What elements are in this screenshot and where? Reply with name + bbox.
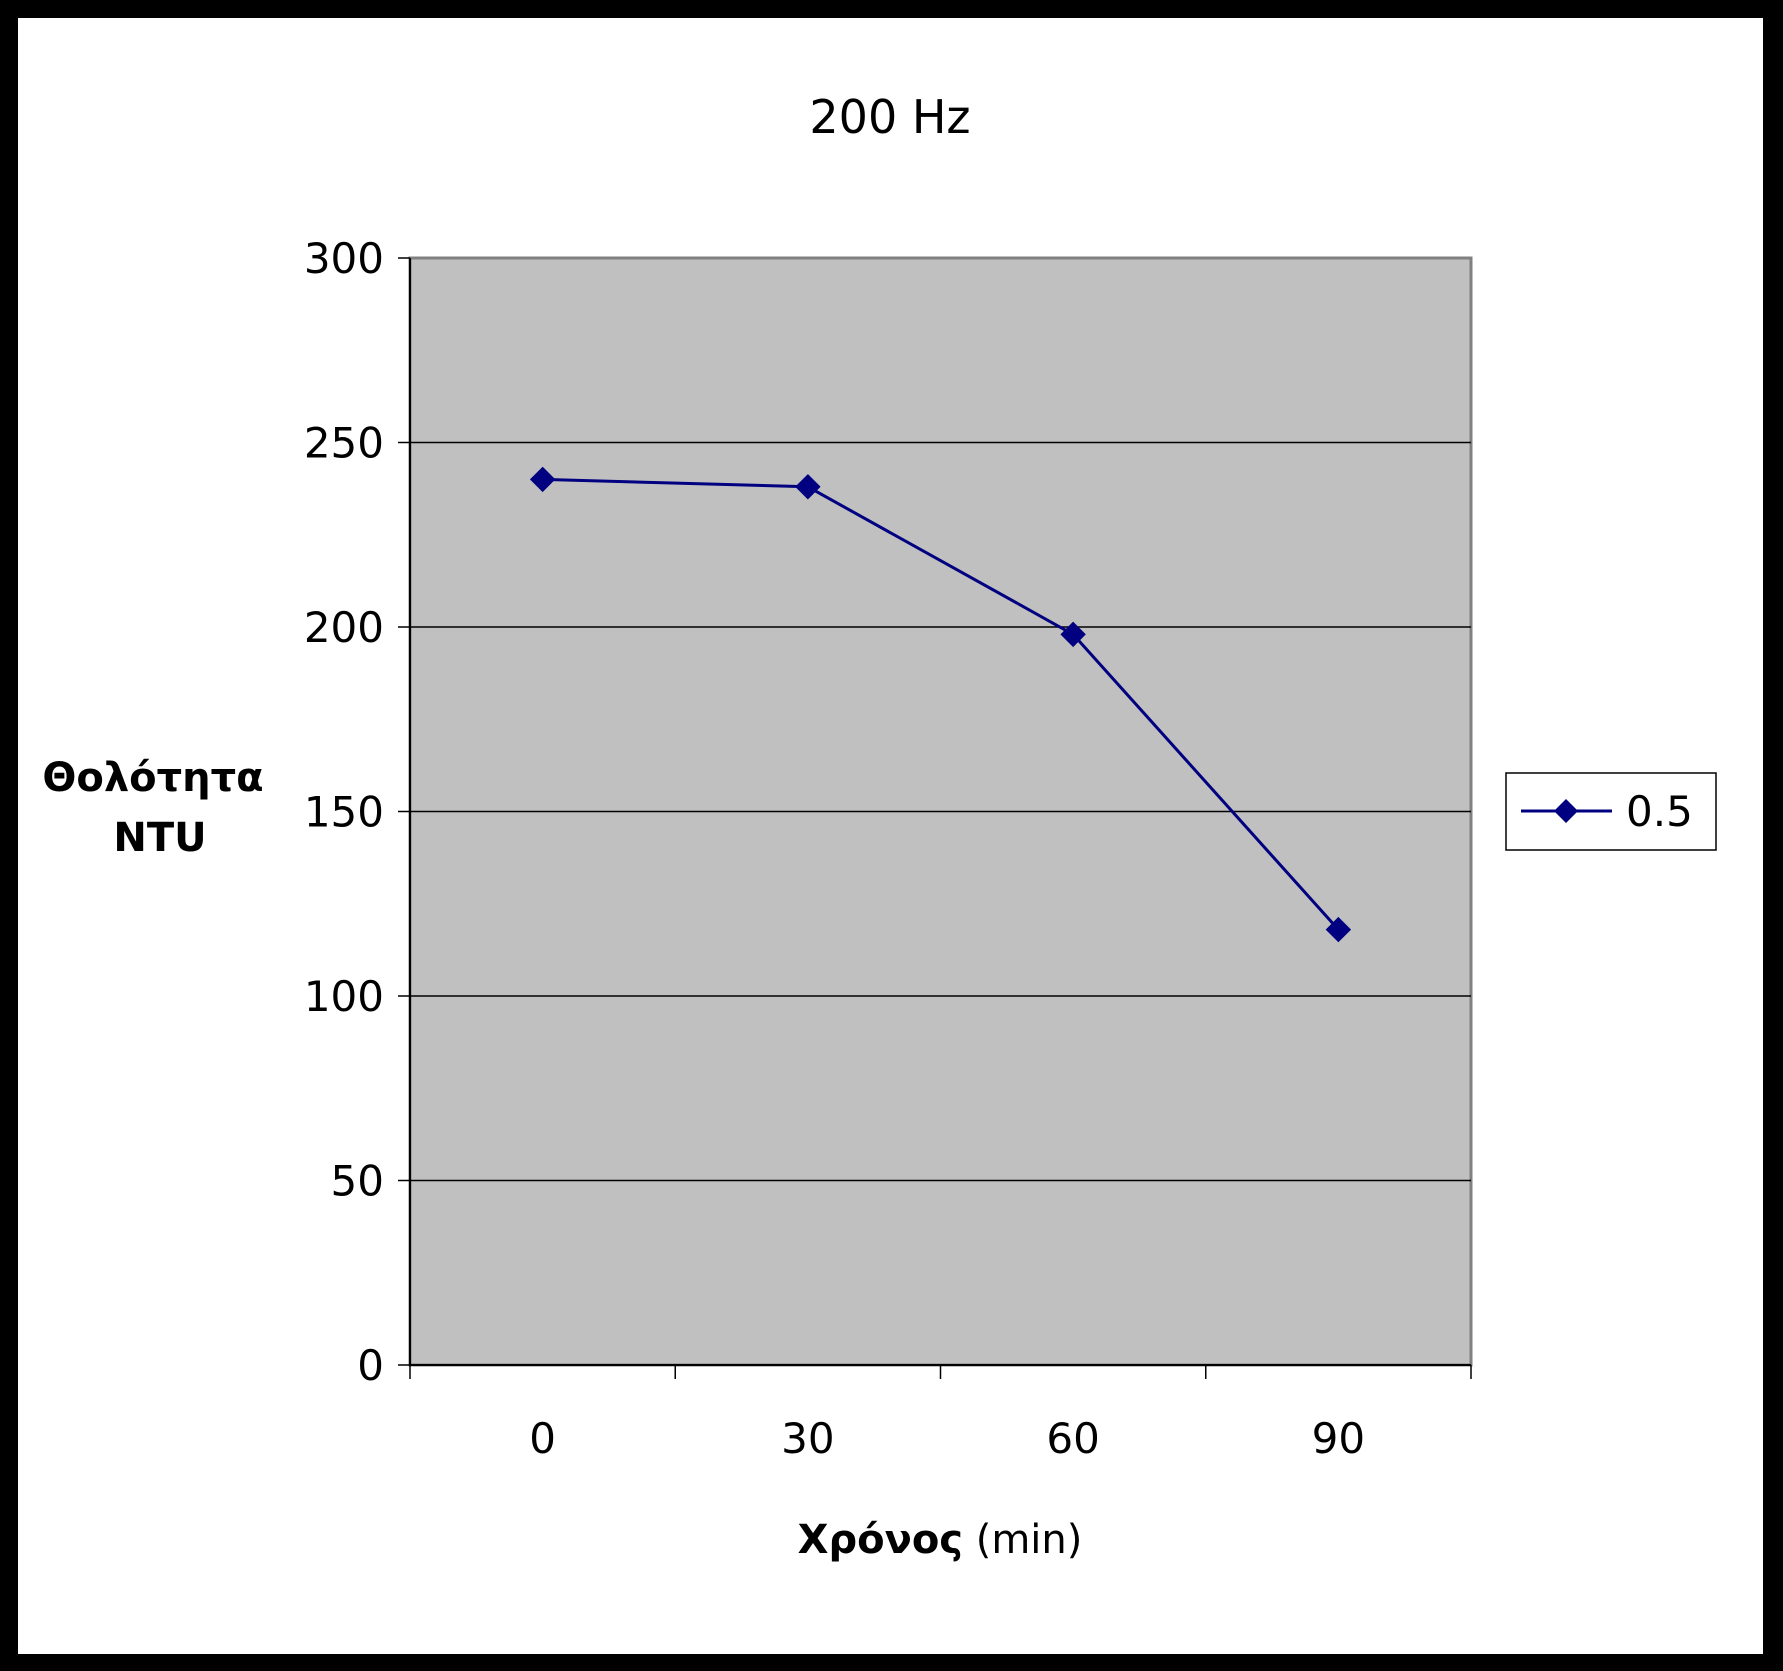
data-point-marker <box>1060 621 1086 648</box>
gridlines <box>410 441 1471 1182</box>
y-axis-title-line-2: NTU <box>113 815 206 861</box>
legend: 0.5 <box>1505 772 1717 851</box>
chart-title: 200 Hz <box>809 90 970 144</box>
x-tick-label: 30 <box>781 1414 834 1463</box>
x-axis-title-main: Χρόνος <box>798 1517 963 1563</box>
y-tick-label: 200 <box>304 603 384 652</box>
y-tick-label: 50 <box>331 1157 384 1206</box>
legend-marker-diamond <box>1554 799 1578 823</box>
x-axis: 0 30 60 90 <box>409 1364 1472 1463</box>
y-axis: 0 50 100 150 200 250 300 <box>304 234 411 1390</box>
y-tick-label: 0 <box>357 1341 384 1390</box>
data-point-marker <box>1325 916 1352 943</box>
y-tick-label: 250 <box>304 419 384 468</box>
series-layer <box>529 466 1352 943</box>
y-tick-label: 100 <box>304 972 384 1021</box>
x-tick-label: 0 <box>529 1414 556 1463</box>
line-chart: 200 Hz 0 50 100 150 200 250 300 0 30 60 90 Θολότη… <box>42 90 1717 1563</box>
legend-label: 0.5 <box>1626 787 1693 836</box>
y-tick-label: 150 <box>304 788 384 837</box>
x-axis-title: Χρόνος (min) <box>798 1517 1083 1563</box>
x-tick-label: 90 <box>1312 1414 1365 1463</box>
x-axis-title-unit: (min) <box>963 1517 1082 1563</box>
y-axis-title-line-1: Θολότητα <box>42 755 263 801</box>
x-tick-label: 60 <box>1046 1414 1099 1463</box>
series-line <box>542 477 1340 931</box>
data-point-marker <box>529 466 556 493</box>
y-tick-label: 300 <box>304 234 384 283</box>
data-point-marker <box>795 474 821 500</box>
chart-frame: 200 Hz 0 50 100 150 200 250 300 0 30 60 90 Θολότη… <box>18 18 1763 1654</box>
y-axis-title: Θολότητα NTU <box>42 755 277 861</box>
